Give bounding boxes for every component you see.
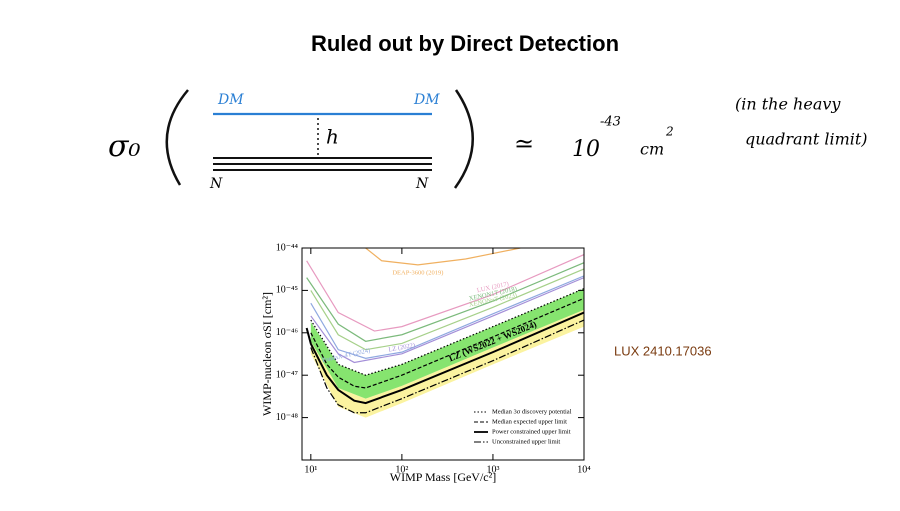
sigma: σ₀	[108, 129, 141, 164]
paren-right	[453, 89, 474, 189]
y-tick-label: 10⁻⁴⁷	[276, 369, 299, 380]
slide-title: Ruled out by Direct Detection	[311, 31, 619, 56]
y-axis-label: WIMP-nucleon σSI [cm²]	[260, 292, 274, 416]
nucleon-label: N	[209, 176, 223, 192]
legend-label: Power constrained upper limit	[492, 428, 571, 435]
limit-line	[310, 288, 584, 376]
curve-label: LZ (2022)	[388, 342, 416, 354]
power-base: 10	[572, 137, 600, 162]
legend-label: Median 3σ discovery potential	[492, 408, 572, 415]
y-tick-label: 10⁻⁴⁵	[276, 285, 298, 296]
x-tick-label: 10¹	[304, 464, 317, 475]
x-tick-label: 10²	[395, 464, 408, 475]
limit-line	[310, 319, 584, 414]
x-tick-label: 10³	[486, 464, 499, 475]
plot-area	[305, 248, 584, 418]
curve-label: PandaX-4T (2024)	[322, 347, 371, 364]
limit-curve	[306, 254, 584, 332]
x-axis-label: WIMP Mass [GeV/c²]	[390, 470, 496, 484]
nucleon-label: N	[415, 176, 429, 192]
legend-label: Unconstrained upper limit	[492, 438, 560, 445]
unit-power: 2	[665, 125, 674, 139]
mediator-label: h	[326, 125, 339, 149]
legend-label: Median expected upper limit	[492, 418, 567, 425]
curve-label: DEAP-3600 (2019)	[392, 269, 443, 276]
y-tick-label: 10⁻⁴⁴	[276, 242, 299, 253]
chart: WIMP Mass [GeV/c²] WIMP-nucleon σSI [cm²…	[260, 242, 592, 483]
limit-curve	[310, 268, 584, 351]
limit-curve	[365, 248, 521, 266]
plot-frame	[301, 247, 585, 461]
paren-left	[165, 89, 189, 186]
limit-line	[310, 297, 584, 389]
sensitivity-band	[310, 288, 584, 399]
limit-curve	[310, 275, 584, 359]
dm-label: DM	[217, 92, 244, 108]
source-note: LUX 2410.17036	[614, 343, 712, 358]
note: (in the heavy	[735, 95, 841, 114]
y-tick-label: 10⁻⁴⁶	[276, 327, 299, 338]
dm-label: DM	[413, 92, 440, 108]
power-exponent: -43	[600, 115, 621, 130]
approx-sign: ≃	[514, 130, 534, 158]
y-tick-label: 10⁻⁴⁸	[276, 412, 299, 423]
limit-line	[305, 311, 584, 405]
limit-curve	[310, 277, 584, 364]
limit-curve	[306, 262, 584, 342]
x-tick-label: 10⁴	[577, 464, 591, 475]
unit: cm	[640, 140, 664, 159]
note: quadrant limit)	[745, 130, 868, 149]
